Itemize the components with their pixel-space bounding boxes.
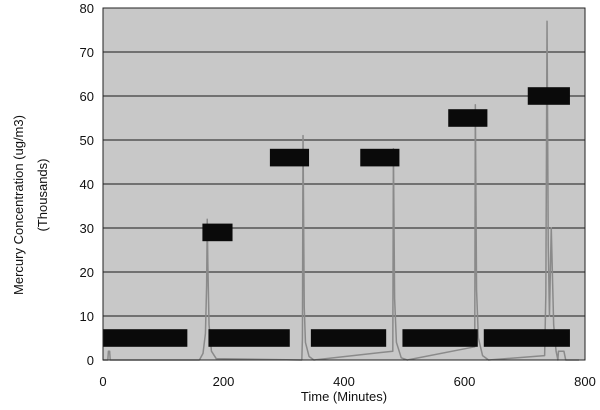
redacted-label-box-6 xyxy=(402,329,478,347)
x-tick-labels: 0 200 400 600 800 xyxy=(99,374,595,389)
y-tick-label: 70 xyxy=(80,45,94,60)
x-tick-label: 600 xyxy=(454,374,476,389)
redacted-label-box-7 xyxy=(448,109,488,127)
series-layer xyxy=(103,20,579,361)
x-axis-title: Time (Minutes) xyxy=(301,389,387,404)
y-tick-label: 80 xyxy=(80,1,94,16)
redacted-label-box-8 xyxy=(483,329,570,347)
x-tick-label: 0 xyxy=(99,374,106,389)
redacted-label-box-9 xyxy=(527,87,570,105)
y-tick-label: 10 xyxy=(80,309,94,324)
redacted-label-box-0 xyxy=(103,329,188,347)
gridlines xyxy=(103,51,585,317)
y-axis-title-line-1: Mercury Concentration (ug/m3) xyxy=(11,115,26,295)
x-tick-label: 800 xyxy=(574,374,596,389)
redacted-label-box-2 xyxy=(208,329,290,347)
y-tick-labels: 0 10 20 30 40 50 60 70 80 xyxy=(80,1,94,368)
redacted-label-box-5 xyxy=(360,148,400,167)
y-tick-label: 30 xyxy=(80,221,94,236)
y-tick-label: 0 xyxy=(87,353,94,368)
y-tick-label: 20 xyxy=(80,265,94,280)
y-tick-label: 60 xyxy=(80,89,94,104)
redacted-label-box-4 xyxy=(310,329,387,347)
y-axis-title-line-2: (Thousands) xyxy=(35,159,50,232)
y-tick-label: 50 xyxy=(80,133,94,148)
redacted-label-box-1 xyxy=(202,223,233,242)
redacted-label-box-3 xyxy=(269,148,310,167)
series-line-0 xyxy=(103,20,579,361)
annotation-layer xyxy=(103,87,570,347)
x-tick-label: 200 xyxy=(213,374,235,389)
y-tick-label: 40 xyxy=(80,177,94,192)
x-tick-label: 400 xyxy=(333,374,355,389)
plot-frame xyxy=(102,7,586,361)
